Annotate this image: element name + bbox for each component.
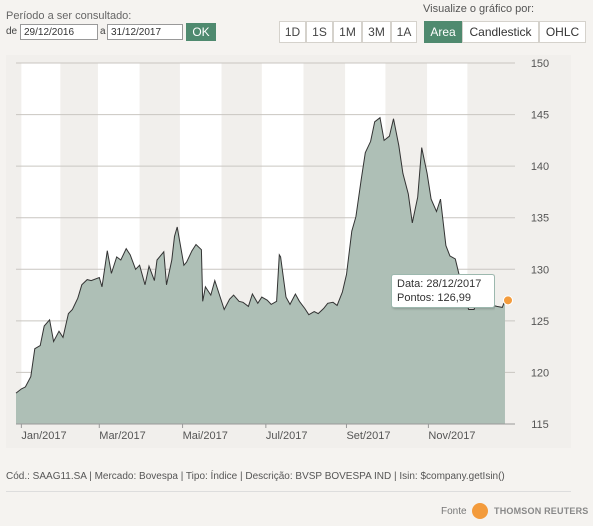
from-label: de: [6, 26, 18, 37]
y-tick-label: 150: [531, 58, 549, 70]
tooltip-value: Pontos: 126,99: [397, 292, 472, 305]
range-1a-button[interactable]: 1A: [391, 21, 417, 43]
tooltip-date: Data: 28/12/2017: [397, 278, 482, 291]
source-label: Fonte: [441, 506, 467, 517]
x-tick-label: Mai/2017: [183, 430, 228, 442]
last-point-marker: [503, 295, 513, 306]
chart-panel: 115 120 125 130 135 140 145 150 Jan/2017 Mar/2017…: [6, 55, 571, 448]
ok-button[interactable]: OK: [186, 23, 216, 41]
start-date-input[interactable]: [20, 24, 98, 40]
y-tick-label: 115: [531, 419, 549, 431]
x-tick-label: Nov/2017: [428, 430, 475, 442]
period-title: Período a ser consultado:: [6, 10, 132, 22]
range-1m-button[interactable]: 1M: [333, 21, 362, 43]
y-tick-label: 120: [531, 367, 549, 379]
thomson-reuters-logo: THOMSON REUTERS: [494, 506, 589, 516]
x-tick-label: Jan/2017: [21, 430, 66, 442]
footer-divider: [6, 491, 571, 492]
y-tick-label: 140: [531, 161, 549, 173]
x-tick-label: Set/2017: [346, 430, 390, 442]
x-tick-label: Mar/2017: [99, 430, 145, 442]
y-tick-label: 145: [531, 110, 549, 122]
range-1s-button[interactable]: 1S: [306, 21, 333, 43]
range-3m-button[interactable]: 3M: [362, 21, 391, 43]
to-label: a: [100, 26, 106, 37]
visualize-title: Visualize o gráfico por:: [423, 3, 535, 15]
area-fill: [16, 117, 505, 424]
instrument-info: Cód.: SAAG11.SA | Mercado: Bovespa | Tip…: [6, 471, 505, 482]
thomson-reuters-logo-icon: [472, 503, 488, 519]
price-area-chart: 115 120 125 130 135 140 145 150 Jan/2017 Mar/2017…: [15, 58, 549, 442]
tooltip-box: Data: 28/12/2017 Pontos: 126,99: [391, 274, 495, 309]
chart-type-candlestick-button[interactable]: Candlestick: [462, 21, 539, 43]
chart-type-area-button[interactable]: Area: [424, 21, 462, 43]
y-tick-label: 125: [531, 316, 549, 328]
y-tick-label: 135: [531, 213, 549, 225]
range-1d-button[interactable]: 1D: [279, 21, 306, 43]
x-tick-label: Jul/2017: [266, 430, 308, 442]
series-line: [15, 116, 506, 394]
end-date-input[interactable]: [107, 24, 183, 40]
chart-type-ohlc-button[interactable]: OHLC: [539, 21, 586, 43]
y-tick-label: 130: [531, 264, 549, 276]
